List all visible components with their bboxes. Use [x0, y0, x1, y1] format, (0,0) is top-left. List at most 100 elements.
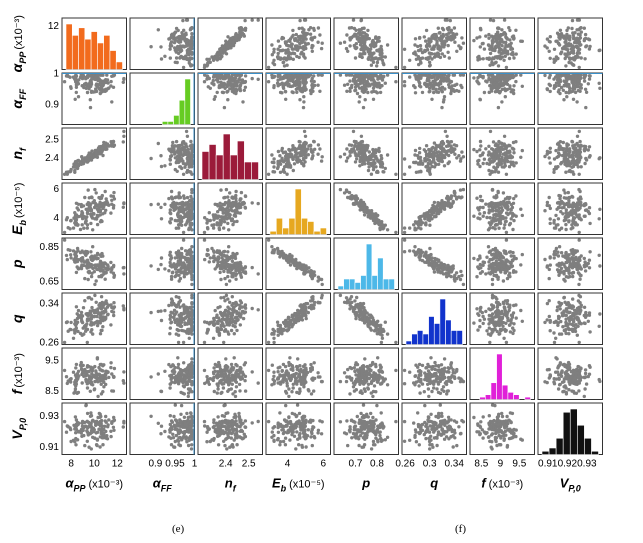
point-p-nf — [379, 154, 383, 158]
point-Eb-p — [272, 248, 277, 252]
point-Eb-nf — [291, 157, 295, 161]
hist-bar-p-2 — [343, 278, 350, 290]
point-Eb-aPP — [295, 48, 300, 52]
point-nf-aFF — [215, 90, 219, 95]
point-aPP-aFF — [122, 76, 126, 81]
hist-bar-Eb-5 — [294, 188, 302, 235]
point-p-aFF — [346, 82, 350, 87]
point-Eb-p — [276, 251, 280, 255]
point-f-nf — [496, 170, 501, 174]
point-p-aPP — [378, 47, 382, 51]
point-f-aPP — [497, 46, 501, 50]
point-Eb-aFF — [298, 98, 302, 102]
point-aPP-Eb — [83, 195, 87, 200]
point-aPP-Eb — [85, 211, 90, 216]
point-Vp0-Eb — [547, 195, 551, 200]
point-q-aPP — [424, 39, 428, 43]
point-aFF-aPP — [189, 64, 193, 68]
panel-r3-c5 — [333, 127, 399, 180]
point-Eb-aPP — [318, 33, 322, 37]
point-aPP-aFF — [105, 73, 109, 77]
panel-r3-c3 — [197, 127, 263, 180]
point-nf-aPP — [215, 55, 220, 59]
panel-r3-c6 — [401, 127, 467, 180]
point-nf-Eb — [229, 218, 234, 223]
point-nf-p — [212, 254, 216, 258]
point-p-Eb — [347, 190, 352, 195]
point-aPP-p — [76, 249, 80, 253]
point-p-Eb — [360, 202, 365, 207]
point-Vp0-Eb — [571, 218, 575, 223]
point-nf-p — [226, 262, 230, 267]
point-aFF-nf — [174, 160, 179, 164]
point-aFF-nf — [190, 150, 194, 154]
point-Eb-p — [311, 273, 315, 278]
point-Eb-aPP — [285, 63, 289, 67]
point-Vp0-aPP — [557, 35, 561, 39]
point-q-Eb — [428, 223, 432, 227]
point-Eb-aPP — [316, 40, 320, 44]
point-nf-aPP — [218, 56, 222, 60]
point-f-Eb — [520, 213, 524, 218]
point-Eb-aPP — [301, 52, 306, 56]
point-Eb-aPP — [303, 56, 307, 60]
point-Vp0-aFF — [597, 81, 601, 86]
point-p-aFF — [357, 100, 361, 104]
point-Vp0-aPP — [576, 55, 580, 59]
point-Vp0-aFF — [571, 97, 576, 102]
point-p-aPP — [369, 63, 374, 67]
point-q-nf — [434, 147, 438, 151]
point-p-nf — [394, 172, 398, 176]
point-Vp0-aPP — [567, 35, 571, 39]
point-p-nf — [353, 160, 358, 164]
point-aPP-p — [75, 265, 79, 269]
point-nf-aPP — [230, 36, 234, 40]
point-aFF-Eb — [180, 223, 184, 227]
point-p-nf — [346, 156, 350, 160]
point-aPP-aFF — [74, 85, 79, 90]
point-aFF-nf — [189, 139, 193, 144]
point-nf-Eb — [207, 211, 211, 215]
point-q-nf — [432, 165, 437, 169]
point-Vp0-aPP — [583, 32, 588, 37]
point-q-Eb — [424, 222, 428, 227]
point-aFF-Eb — [190, 190, 194, 195]
point-p-nf — [378, 159, 382, 164]
point-Vp0-Eb — [583, 208, 588, 212]
point-f-aFF — [500, 87, 505, 92]
point-aPP-aFF — [96, 78, 100, 83]
point-aPP-Eb — [64, 218, 69, 222]
hist-bar-p-5 — [360, 275, 367, 290]
point-Vp0-aPP — [583, 57, 587, 61]
point-f-aPP — [508, 38, 512, 42]
hist-bar-p-9 — [382, 278, 390, 290]
point-Vp0-Eb — [577, 230, 581, 235]
point-aPP-nf — [74, 160, 79, 164]
point-p-aFF — [375, 91, 379, 95]
point-nf-aFF — [250, 76, 254, 81]
point-aPP-aFF — [85, 74, 90, 79]
panel-r2-c2 — [129, 72, 195, 125]
point-aFF-nf — [190, 161, 194, 165]
point-aFF-p — [180, 270, 185, 274]
point-Eb-aPP — [276, 55, 280, 59]
point-Vp0-aFF — [587, 77, 592, 81]
point-Vp0-nf — [548, 161, 552, 165]
point-Eb-aFF — [291, 76, 295, 81]
point-nf-aFF — [236, 79, 240, 84]
point-Vp0-aPP — [568, 57, 572, 61]
point-aFF-Eb — [156, 202, 160, 206]
point-Vp0-Eb — [582, 214, 586, 218]
point-f-Eb — [508, 211, 512, 215]
point-aPP-Eb — [80, 223, 84, 227]
point-f-Eb — [511, 227, 515, 232]
point-nf-p — [238, 271, 243, 275]
point-Vp0-aFF — [584, 90, 589, 95]
point-Vp0-aPP — [543, 44, 547, 48]
point-Vp0-aPP — [570, 26, 574, 31]
point-Eb-p — [291, 260, 295, 265]
point-f-aPP — [487, 56, 491, 60]
point-q-nf — [412, 160, 416, 165]
point-aPP-nf — [96, 146, 101, 150]
panel-r5-c5 — [333, 237, 399, 290]
